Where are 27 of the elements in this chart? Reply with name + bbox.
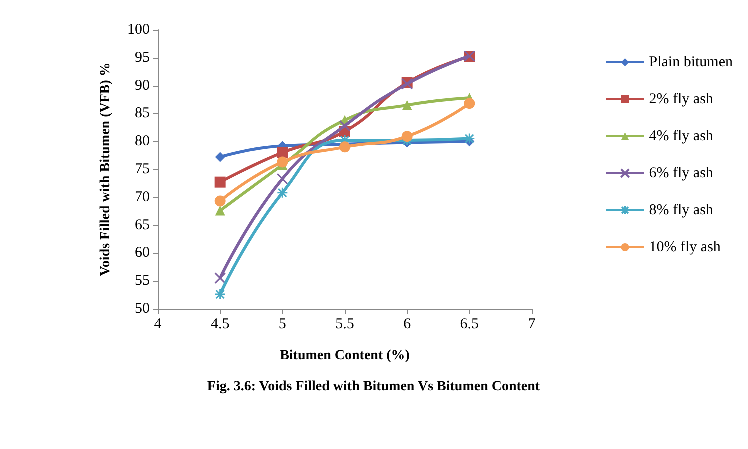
legend-label: Plain bitumen bbox=[649, 54, 734, 70]
x-tick-label: 6.5 bbox=[460, 316, 480, 332]
y-tick-label: 80 bbox=[135, 134, 150, 150]
y-tick-label: 95 bbox=[135, 50, 150, 66]
x-tick-label: 5.5 bbox=[336, 316, 354, 332]
x-axis-title: Bitumen Content (%) bbox=[280, 348, 410, 364]
x-tick-label: 6 bbox=[404, 316, 412, 332]
legend-label: 6% fly ash bbox=[649, 166, 714, 182]
caption: Fig. 3.6: Voids Filled with Bitumen Vs Bitumen Content bbox=[207, 380, 540, 394]
y-tick-label: 70 bbox=[135, 189, 150, 206]
y-tick-label: 65 bbox=[135, 217, 150, 234]
y-tick-label: 50 bbox=[135, 301, 150, 317]
legend-label: 2% fly ash bbox=[649, 92, 714, 108]
x-tick-label: 7 bbox=[528, 316, 536, 332]
x-tick-label: 4 bbox=[154, 316, 162, 332]
x-tick-label: 5 bbox=[278, 316, 286, 332]
legend-label: 8% fly ash bbox=[649, 202, 714, 218]
x-tick-label: 4.5 bbox=[210, 316, 230, 332]
y-tick-label: 75 bbox=[135, 162, 150, 178]
y-tick-label: 100 bbox=[128, 22, 150, 38]
y-tick-label: 90 bbox=[135, 78, 150, 94]
y-tick-label: 85 bbox=[135, 106, 150, 122]
y-tick-label: 55 bbox=[135, 273, 150, 290]
y-tick-label: 60 bbox=[135, 245, 150, 262]
legend-label: 10% fly ash bbox=[649, 240, 722, 256]
legend-label: 4% fly ash bbox=[649, 128, 714, 144]
y-axis-title: Voids Filled with Bitumen (VFB) % bbox=[98, 62, 114, 276]
